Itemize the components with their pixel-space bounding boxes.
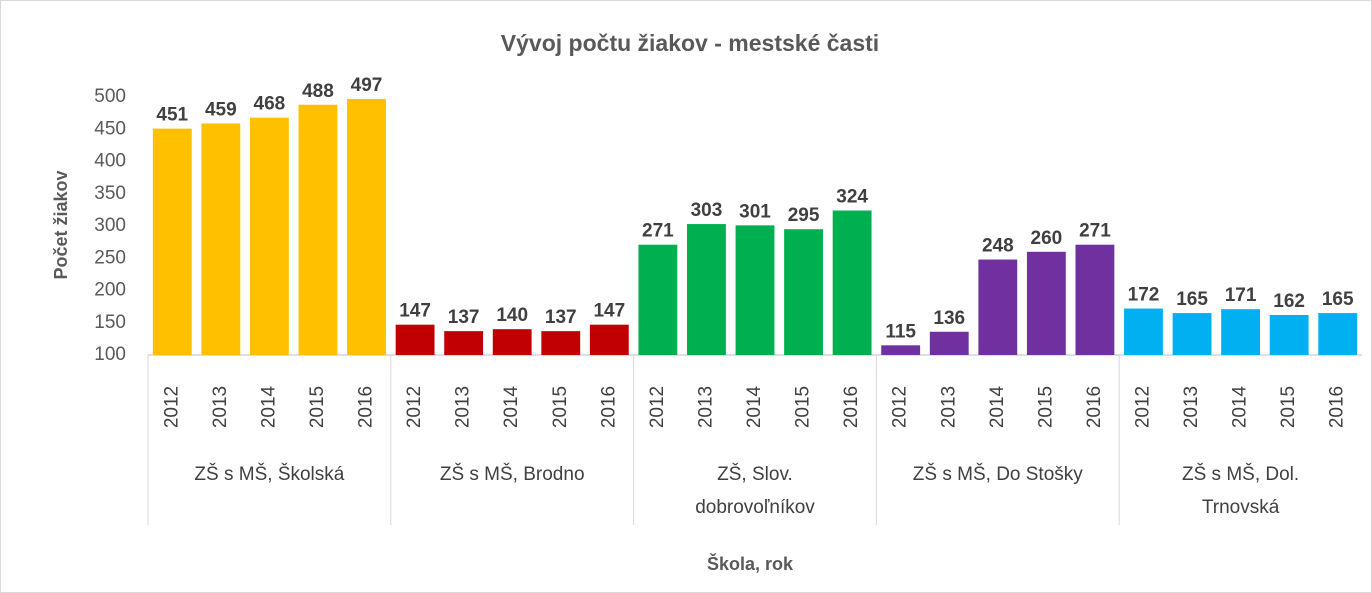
group-label: ZŠ s MŠ, Školská	[194, 464, 345, 485]
x-tick-label: 2013	[695, 386, 716, 428]
x-tick-label: 2012	[1132, 386, 1153, 428]
value-label: 488	[302, 81, 334, 102]
x-tick-label: 2016	[1327, 386, 1348, 428]
value-label: 137	[545, 307, 577, 328]
value-label: 324	[836, 187, 868, 208]
bar	[541, 331, 581, 355]
value-label: 140	[496, 305, 528, 326]
bar	[1318, 313, 1358, 355]
x-tick-label: 2016	[1084, 386, 1105, 428]
bar	[1124, 308, 1163, 355]
bar	[929, 331, 969, 355]
x-tick-label: 2015	[1278, 386, 1299, 428]
bar	[249, 117, 289, 355]
bar	[687, 224, 726, 355]
x-tick-label: 2012	[404, 386, 425, 428]
value-label: 147	[399, 301, 431, 322]
bar	[1075, 244, 1115, 355]
x-tick-label: 2015	[307, 386, 328, 428]
x-tick-label: 2015	[1035, 386, 1056, 428]
x-tick-label: 2012	[161, 386, 182, 428]
bar	[1172, 313, 1212, 355]
y-axis-title: Počet žiakov	[51, 170, 71, 279]
bar	[638, 244, 678, 355]
bar	[978, 259, 1018, 355]
group-label: ZŠ s MŠ, Brodno	[439, 464, 585, 485]
group-label: ZŠ, Slov. dobrovoľníkov	[695, 464, 815, 518]
bar	[735, 225, 775, 355]
value-label: 260	[1031, 228, 1063, 249]
bar	[1269, 315, 1309, 355]
bar	[881, 345, 921, 355]
x-tick-label: 2013	[1181, 386, 1202, 428]
bar	[492, 329, 532, 355]
x-tick-label: 2016	[356, 386, 377, 428]
y-tick-label: 200	[94, 280, 126, 301]
x-tick-label: 2013	[938, 386, 959, 428]
y-tick-label: 150	[94, 312, 126, 333]
value-label: 248	[982, 236, 1014, 257]
y-tick-label: 250	[94, 247, 126, 268]
y-tick-label: 300	[94, 215, 126, 236]
bar	[1221, 309, 1261, 355]
x-tick-label: 2012	[647, 386, 668, 428]
bar	[395, 324, 435, 355]
x-tick-label: 2016	[841, 386, 862, 428]
x-tick-label: 2016	[598, 386, 619, 428]
bar	[832, 210, 872, 355]
bar	[152, 128, 192, 355]
value-label: 468	[254, 94, 286, 115]
x-axis-title: Škola, rok	[707, 553, 794, 574]
x-tick-label: 2015	[793, 386, 814, 428]
value-label: 165	[1176, 289, 1208, 310]
y-tick-label: 100	[94, 344, 126, 365]
value-label: 295	[788, 205, 820, 226]
chart-title: Vývoj počtu žiakov - mestské časti	[501, 30, 879, 56]
value-label: 137	[448, 307, 480, 328]
value-label: 171	[1225, 285, 1257, 306]
value-label: 136	[933, 308, 965, 329]
value-label: 271	[642, 221, 674, 242]
x-tick-label: 2013	[453, 386, 474, 428]
bar	[589, 324, 629, 355]
value-label: 165	[1322, 289, 1354, 310]
y-tick-label: 400	[94, 151, 126, 172]
bar	[444, 331, 484, 355]
value-label: 271	[1079, 221, 1111, 242]
value-label: 115	[885, 321, 916, 342]
group-label: ZŠ s MŠ, Dol. Trnovská	[1182, 464, 1300, 518]
bar	[298, 104, 338, 356]
x-tick-label: 2014	[987, 385, 1008, 428]
bar	[784, 229, 823, 355]
y-tick-label: 500	[94, 86, 126, 107]
value-label: 303	[691, 200, 723, 221]
bar	[201, 123, 241, 355]
y-tick-label: 450	[94, 118, 126, 139]
x-tick-label: 2014	[744, 385, 765, 428]
x-tick-label: 2012	[890, 386, 911, 428]
value-label: 459	[205, 99, 237, 120]
value-label: 301	[739, 201, 771, 222]
x-tick-label: 2014	[501, 385, 522, 428]
x-tick-label: 2013	[210, 386, 231, 428]
x-tick-label: 2014	[1230, 385, 1251, 428]
bar	[347, 98, 386, 355]
bar	[1026, 251, 1066, 355]
x-tick-label: 2015	[550, 386, 571, 428]
group-label: ZŠ s MŠ, Do Stošky	[912, 464, 1083, 485]
value-label: 162	[1273, 291, 1305, 312]
value-label: 172	[1128, 285, 1160, 306]
y-tick-label: 350	[94, 183, 126, 204]
value-label: 147	[593, 301, 625, 322]
value-label: 451	[156, 105, 188, 126]
x-tick-label: 2014	[258, 385, 279, 428]
value-label: 497	[351, 75, 383, 96]
